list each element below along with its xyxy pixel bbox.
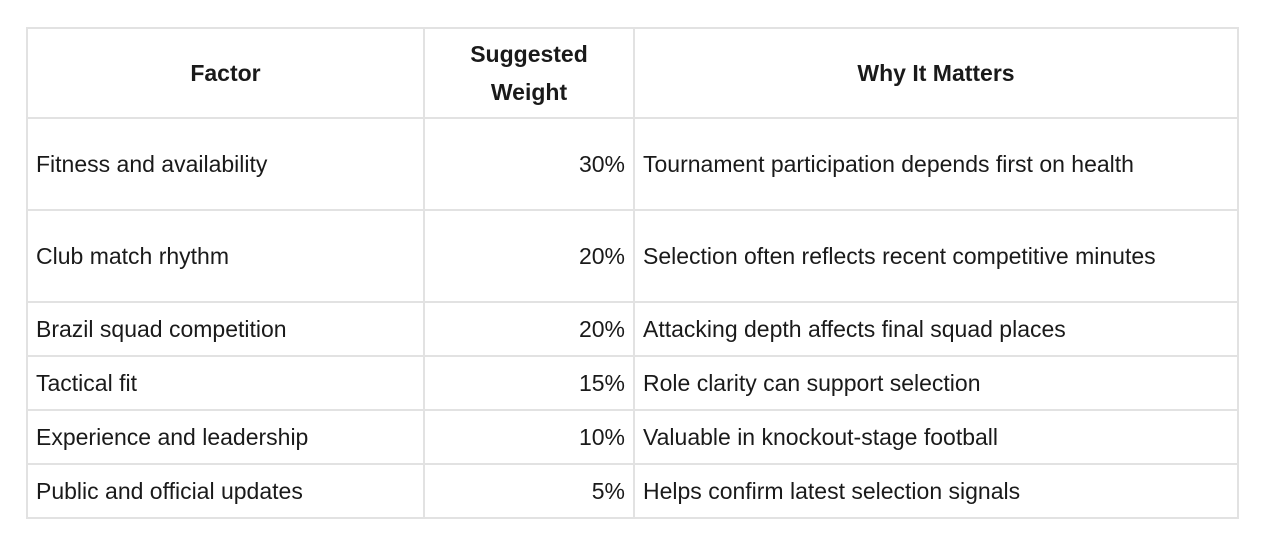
table-cell: Brazil squad competition xyxy=(26,301,425,357)
weight-cell: 5% xyxy=(423,463,635,519)
table-row: Public and official updates 5% Helps confi… xyxy=(26,463,1239,519)
table-cell: Fitness and availability xyxy=(26,117,425,211)
table-body: Fitness and availability 30% Tournament pa… xyxy=(26,117,1239,519)
table-cell: Helps confirm latest selection signals xyxy=(633,463,1239,519)
header-cell: Why It Matters xyxy=(633,27,1239,119)
weight-cell: 10% xyxy=(423,409,635,465)
table-row: Fitness and availability 30% Tournament pa… xyxy=(26,117,1239,211)
weight-cell: 20% xyxy=(423,209,635,303)
table-cell: Attacking depth affects final squad plac… xyxy=(633,301,1239,357)
header-row: Factor Suggested Weight Why It Matters xyxy=(26,27,1239,119)
table-row: Experience and leadership 10% Valuable in … xyxy=(26,409,1239,465)
weight-cell: 15% xyxy=(423,355,635,411)
table-row: Brazil squad competition 20% Attacking dep… xyxy=(26,301,1239,357)
header-cell: Factor xyxy=(26,27,425,119)
table-row: Club match rhythm 20% Selection often refl… xyxy=(26,209,1239,303)
weight-cell: 30% xyxy=(423,117,635,211)
table-cell: Experience and leadership xyxy=(26,409,425,465)
table-cell: Role clarity can support selection xyxy=(633,355,1239,411)
table-cell: Public and official updates xyxy=(26,463,425,519)
header-cell: Suggested Weight xyxy=(423,27,635,119)
table-cell: Selection often reflects recent competit… xyxy=(633,209,1239,303)
table-cell: Club match rhythm xyxy=(26,209,425,303)
weight-cell: 20% xyxy=(423,301,635,357)
weights-table: Factor Suggested Weight Why It Matters Fit… xyxy=(26,27,1239,519)
table-row: Tactical fit 15% Role clarity can support … xyxy=(26,355,1239,411)
table-cell: Tournament participation depends first o… xyxy=(633,117,1239,211)
table-cell: Tactical fit xyxy=(26,355,425,411)
table-cell: Valuable in knockout-stage football xyxy=(633,409,1239,465)
